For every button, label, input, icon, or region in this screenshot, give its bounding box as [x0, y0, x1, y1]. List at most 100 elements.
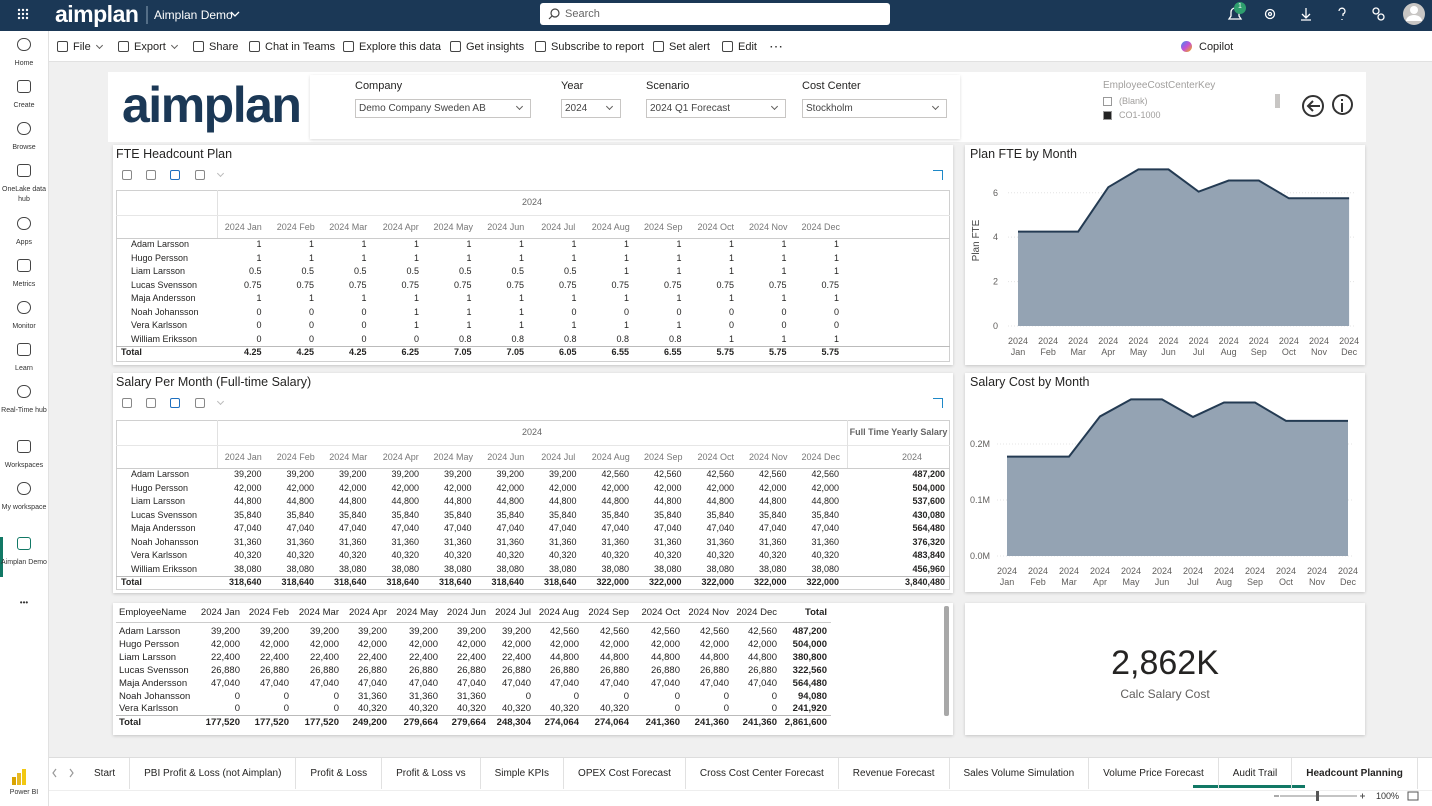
toolbar-item[interactable]: Chat in Teams	[265, 41, 336, 53]
tab[interactable]: OPEX Cost Forecast	[564, 758, 686, 789]
copilot[interactable]: Copilot	[1199, 41, 1234, 53]
nav-label[interactable]: Aimplan Demo	[1, 559, 47, 566]
visual-tool[interactable]	[146, 170, 156, 180]
cell: 26,880	[599, 664, 629, 676]
tab[interactable]: Start	[80, 758, 131, 789]
tab[interactable]: Headcount Planning	[1292, 758, 1418, 789]
tab-arrows[interactable]	[52, 768, 74, 778]
toolbar-item[interactable]: Set alert	[669, 41, 710, 53]
visual-tool[interactable]	[195, 170, 205, 180]
tab[interactable]: Simple KPIs	[481, 758, 565, 789]
slicer-item[interactable]: (Blank)	[1119, 96, 1148, 106]
nav-icon	[17, 217, 31, 230]
cell: 47,040	[496, 523, 524, 534]
cell: 47,040	[210, 677, 240, 689]
tab[interactable]: Audit Trail	[1219, 758, 1293, 789]
cell: 40,320	[706, 550, 734, 561]
cell: 38,080	[286, 563, 314, 574]
row-label: Total	[121, 347, 142, 358]
checkbox[interactable]	[1103, 97, 1112, 106]
nav-label[interactable]: Monitor	[12, 323, 36, 330]
x-tick-label: 2024 Sep	[1248, 336, 1269, 357]
cell: 380,800	[792, 651, 827, 663]
x-tick-label: 2024 Feb	[1027, 566, 1049, 587]
expand-icon[interactable]	[933, 170, 943, 180]
filter-dropdown[interactable]: Stockholm	[802, 99, 947, 118]
topbar-icons[interactable]	[1227, 7, 1385, 21]
cell: 2024 Jul	[495, 607, 531, 618]
tab-bar	[49, 757, 1432, 790]
filter-dropdown[interactable]: 2024 Q1 Forecast	[646, 99, 786, 118]
visual-tool[interactable]	[195, 398, 205, 408]
filter-dropdown[interactable]: Demo Company Sweden AB	[355, 99, 531, 118]
cell: 0	[674, 690, 680, 702]
cell: 0	[833, 320, 839, 331]
cell: 42,560	[758, 469, 787, 479]
brand[interactable]: aimplan	[55, 1, 139, 27]
nav-label[interactable]: Home	[14, 60, 34, 67]
area	[1018, 169, 1350, 326]
slicer-item[interactable]: CO1-1000	[1119, 110, 1161, 120]
toolbar-more[interactable]: ⋯	[769, 38, 783, 54]
tab[interactable]: Revenue Forecast	[839, 758, 950, 789]
toolbar-item[interactable]: Export	[134, 41, 166, 53]
cell: 1	[571, 293, 577, 304]
visual-tool[interactable]	[122, 398, 132, 408]
tab[interactable]: Profit & Loss	[296, 758, 383, 789]
visual-tool[interactable]	[122, 170, 132, 180]
cell: 39,200	[259, 626, 289, 637]
workspace[interactable]: Aimplan Demo	[154, 8, 233, 22]
nav-label[interactable]: Learn	[15, 365, 33, 372]
cell: 31,360	[443, 536, 472, 547]
toolbar-item[interactable]: Subscribe to report	[551, 41, 644, 53]
search-box[interactable]	[540, 3, 890, 25]
cell: 6.25	[401, 347, 419, 358]
nav-label[interactable]: Browse	[12, 144, 36, 151]
visual-tool[interactable]	[170, 170, 180, 180]
cell: 47,040	[548, 523, 577, 534]
nav-label[interactable]: Real-Time hub	[1, 407, 47, 414]
tab[interactable]: Integrated Planning	[1418, 758, 1432, 789]
toolbar-item[interactable]: Edit	[738, 41, 757, 53]
tab[interactable]: PBI Profit & Loss (not Aimplan)	[130, 758, 297, 789]
toolbar-item[interactable]: Explore this data	[359, 41, 441, 53]
cell: 1	[571, 239, 577, 249]
checkbox[interactable]	[1103, 111, 1112, 120]
column-header: 2024 May	[433, 452, 474, 462]
cell: 1	[413, 252, 419, 263]
nav-label[interactable]: Workspaces	[4, 462, 44, 469]
nav-label[interactable]: Create	[13, 102, 35, 109]
visual-tool[interactable]	[170, 398, 180, 408]
visual-card	[965, 603, 1365, 735]
expand-icon[interactable]	[933, 398, 943, 408]
toolbar-item[interactable]: Share	[209, 41, 239, 53]
cell: 1	[676, 293, 682, 304]
zoom: 100%	[1376, 791, 1400, 801]
tab[interactable]: Cross Cost Center Forecast	[686, 758, 839, 789]
cell: 26,880	[357, 664, 387, 676]
chevron[interactable]	[230, 11, 240, 17]
nav-label[interactable]: My workspace	[1, 504, 47, 511]
total-line	[116, 715, 831, 716]
info-button[interactable]	[1332, 94, 1353, 115]
cell: 241,360	[694, 717, 729, 728]
cell: 1	[571, 320, 577, 331]
nav-label[interactable]: Metrics	[12, 281, 36, 288]
nav-more[interactable]: •••	[19, 598, 29, 607]
cell: 0	[256, 333, 262, 344]
nav-label[interactable]: Apps	[16, 239, 32, 246]
filter-dropdown[interactable]: 2024	[561, 99, 621, 118]
row-label: Liam Larsson	[131, 266, 186, 277]
tab[interactable]: Volume Price Forecast	[1089, 758, 1219, 789]
toolbar-item[interactable]: Get insights	[466, 41, 525, 53]
toolbar-item[interactable]: File	[73, 41, 91, 53]
back-button[interactable]	[1302, 95, 1324, 117]
tab[interactable]: Sales Volume Simulation	[950, 758, 1090, 789]
x-tick-label: 2024 Aug	[1218, 336, 1239, 357]
visual-tool[interactable]	[146, 398, 156, 408]
tab[interactable]: Profit & Loss vs	[382, 758, 481, 789]
cell: 318,640	[438, 577, 472, 588]
cell: 1	[466, 306, 472, 317]
nav-label[interactable]: OneLake data hub	[2, 186, 46, 203]
y-tick-label: 6	[993, 188, 998, 198]
